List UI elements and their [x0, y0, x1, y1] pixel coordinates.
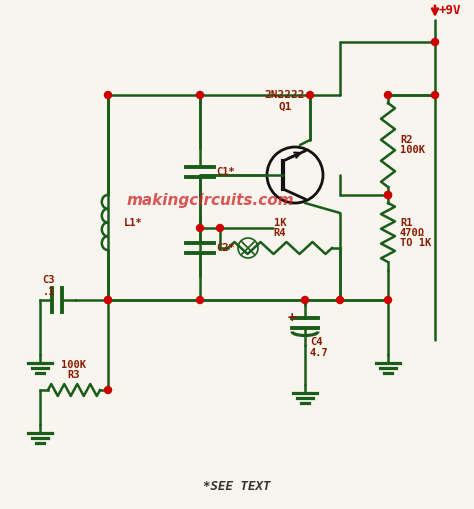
Circle shape	[384, 191, 392, 199]
Text: 2N2222: 2N2222	[265, 90, 305, 100]
Text: 100K: 100K	[400, 145, 425, 155]
Text: makingcircuits.com: makingcircuits.com	[126, 193, 294, 208]
Circle shape	[301, 297, 309, 303]
Circle shape	[104, 297, 111, 303]
Text: R1: R1	[400, 217, 412, 228]
Circle shape	[197, 224, 203, 232]
Text: TO 1K: TO 1K	[400, 238, 431, 247]
Circle shape	[217, 224, 224, 232]
Text: 1K: 1K	[274, 218, 286, 228]
Text: C3
.1: C3 .1	[43, 275, 55, 297]
Circle shape	[197, 92, 203, 99]
Text: C4
4.7: C4 4.7	[310, 336, 329, 358]
Text: +9V: +9V	[439, 4, 462, 16]
Text: 470Ω: 470Ω	[400, 228, 425, 238]
Text: 100K: 100K	[62, 360, 86, 370]
Circle shape	[384, 92, 392, 99]
Circle shape	[431, 39, 438, 45]
Circle shape	[104, 92, 111, 99]
Text: L1*: L1*	[124, 217, 143, 228]
Circle shape	[337, 297, 344, 303]
Text: C2*: C2*	[216, 243, 235, 253]
Circle shape	[307, 92, 313, 99]
Circle shape	[104, 386, 111, 393]
Text: R4: R4	[274, 228, 286, 238]
Text: R2: R2	[400, 135, 412, 145]
Text: +: +	[287, 311, 298, 324]
Circle shape	[104, 297, 111, 303]
Text: *SEE TEXT: *SEE TEXT	[203, 480, 271, 493]
Text: R3: R3	[68, 370, 80, 380]
Circle shape	[384, 297, 392, 303]
Circle shape	[197, 297, 203, 303]
Circle shape	[431, 92, 438, 99]
Text: C1*: C1*	[216, 166, 235, 177]
Circle shape	[384, 191, 392, 199]
Text: Q1: Q1	[278, 102, 292, 112]
